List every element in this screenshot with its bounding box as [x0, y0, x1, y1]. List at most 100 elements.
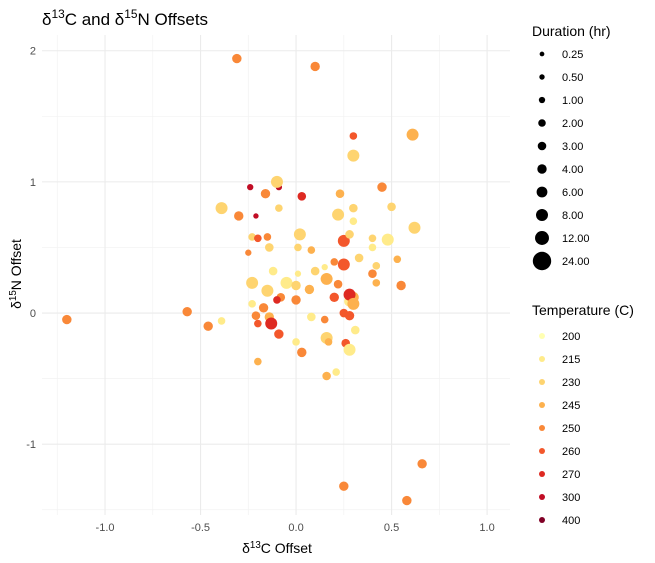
y-tick-label: 1: [30, 177, 36, 189]
data-point: [291, 295, 301, 305]
data-point: [246, 276, 259, 289]
size-legend-label: 3.00: [562, 141, 583, 153]
data-point: [254, 319, 262, 328]
data-point: [261, 284, 274, 297]
data-point: [280, 276, 293, 289]
data-point: [354, 253, 364, 263]
x-tick-label: -0.5: [191, 522, 210, 534]
data-point: [263, 233, 272, 241]
data-point: [232, 53, 242, 64]
data-point: [270, 175, 283, 188]
data-point: [291, 280, 301, 291]
data-point: [349, 132, 358, 140]
data-point: [337, 234, 350, 247]
size-legend-key: [537, 141, 547, 151]
data-point: [368, 234, 377, 243]
color-legend-title: Temperature (C): [532, 302, 634, 318]
y-tick-label: -1: [26, 439, 36, 451]
size-legend-key: [536, 186, 548, 198]
data-point: [381, 233, 394, 246]
data-point: [345, 230, 354, 239]
color-legend-label: 270: [562, 469, 580, 481]
data-point: [350, 325, 360, 335]
data-point: [330, 258, 339, 266]
data-point: [343, 343, 356, 356]
data-point: [396, 280, 406, 291]
size-legend-label: 8.00: [562, 210, 583, 222]
data-point: [253, 213, 259, 219]
color-legend-key: [539, 471, 545, 477]
data-point: [307, 246, 316, 254]
data-point: [347, 297, 360, 310]
y-axis-ticks: -1 0 1 2: [26, 46, 36, 451]
x-tick-label: 1.0: [479, 522, 494, 534]
data-point: [203, 321, 213, 331]
data-point: [333, 279, 343, 289]
data-point: [337, 258, 350, 271]
color-legend-label: 300: [562, 492, 580, 504]
data-point: [349, 203, 358, 213]
data-point: [332, 368, 340, 376]
x-axis-title: δ13C Offset: [242, 540, 312, 557]
data-point: [292, 338, 300, 346]
x-tick-label: -1.0: [96, 522, 115, 534]
data-point: [372, 262, 381, 270]
color-legend-key: [539, 402, 545, 408]
size-legend-label: 6.00: [562, 187, 583, 199]
data-point: [377, 182, 387, 192]
data-point: [293, 228, 306, 241]
color-legend-key: [539, 425, 545, 431]
size-legend-label: 2.00: [562, 118, 583, 130]
data-point: [368, 269, 377, 278]
data-point: [329, 292, 339, 302]
size-legend-key: [539, 74, 545, 80]
size-legend-label: 1.00: [562, 95, 583, 107]
data-points: [62, 53, 427, 506]
data-point: [332, 208, 345, 221]
data-point: [258, 303, 269, 313]
size-legend-label: 12.00: [562, 233, 590, 245]
data-point: [402, 495, 412, 506]
data-point: [310, 61, 320, 72]
data-point: [297, 347, 307, 358]
color-legend-label: 215: [562, 354, 580, 366]
data-point: [343, 288, 356, 301]
data-point: [344, 310, 355, 321]
color-legend-label: 400: [562, 515, 580, 527]
data-point: [347, 149, 360, 162]
size-legend-title: Duration (hr): [532, 23, 611, 39]
data-point: [321, 263, 328, 271]
color-legend-label: 230: [562, 377, 580, 389]
color-legend-key: [539, 379, 545, 385]
data-point: [247, 183, 254, 191]
data-point: [294, 243, 302, 252]
color-legend-key: [539, 517, 545, 523]
x-tick-label: 0.5: [384, 522, 399, 534]
data-point: [368, 243, 377, 252]
data-point: [248, 300, 256, 308]
data-point: [245, 249, 252, 256]
color-legend: Temperature (C) 200 215 230 245 250 260 270 300…: [532, 302, 634, 527]
data-point: [335, 189, 345, 198]
data-point: [275, 204, 283, 212]
size-legend-key: [539, 51, 545, 57]
data-point: [62, 314, 72, 325]
y-axis-title: δ15N Offset: [8, 239, 25, 309]
color-legend-key: [539, 448, 545, 454]
gridlines: [42, 35, 510, 515]
data-point: [322, 371, 331, 381]
data-point: [297, 192, 307, 201]
color-legend-label: 260: [562, 446, 580, 458]
y-tick-label: 0: [30, 308, 36, 320]
size-legend-key: [538, 119, 546, 127]
color-legend-key: [539, 333, 545, 339]
data-point: [417, 459, 427, 469]
data-point: [268, 266, 278, 276]
plot-panel: [42, 35, 510, 515]
size-legend-key: [532, 251, 552, 271]
data-point: [254, 357, 262, 366]
data-point: [339, 481, 349, 491]
size-legend-key: [536, 209, 548, 221]
data-point: [217, 317, 226, 325]
